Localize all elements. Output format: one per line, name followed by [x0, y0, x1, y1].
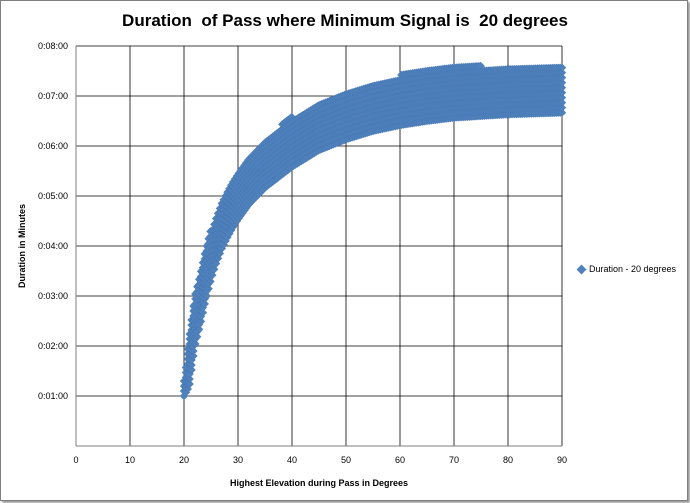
x-tick-label: 60: [395, 455, 405, 465]
x-tick-label: 20: [179, 455, 189, 465]
x-tick-label: 10: [125, 455, 135, 465]
data-point: [206, 277, 215, 286]
y-tick-label: 0:06:00: [38, 141, 68, 151]
x-tick-label: 90: [557, 455, 567, 465]
legend-label: Duration - 20 degrees: [589, 264, 677, 274]
data-point: [557, 93, 567, 102]
x-tick-label: 0: [73, 455, 78, 465]
x-tick-label: 30: [233, 455, 243, 465]
data-point: [557, 83, 567, 92]
data-point: [557, 63, 567, 72]
data-point: [185, 379, 194, 389]
data-point: [557, 78, 567, 87]
data-point: [185, 374, 194, 384]
data-point: [193, 332, 202, 341]
data-point: [189, 351, 198, 361]
data-point: [557, 88, 567, 97]
legend-diamond-icon: [576, 264, 587, 274]
data-point: [198, 308, 208, 317]
data-point: [557, 73, 567, 82]
data-point: [187, 360, 196, 370]
x-tick-label: 80: [503, 455, 513, 465]
legend: Duration - 20 degrees: [576, 264, 677, 274]
data-point: [187, 365, 196, 375]
data-point: [204, 284, 213, 293]
y-tick-label: 0:07:00: [38, 91, 68, 101]
data-point: [189, 346, 198, 356]
chart-title: Duration of Pass where Minimum Signal is…: [122, 11, 568, 30]
y-tick-label: 0:04:00: [38, 241, 68, 251]
data-series-points: [179, 61, 567, 401]
x-tick-label: 70: [449, 455, 459, 465]
x-tick-label: 50: [341, 455, 351, 465]
y-tick-label: 0:05:00: [38, 191, 68, 201]
data-point: [557, 98, 567, 107]
data-point: [557, 68, 567, 77]
y-tick-label: 0:01:00: [38, 391, 68, 401]
x-tick-label: 40: [287, 455, 297, 465]
y-tick-label: 0:08:00: [38, 41, 68, 51]
y-tick-label: 0:02:00: [38, 341, 68, 351]
data-point: [557, 108, 567, 117]
y-tick-label: 0:03:00: [38, 291, 68, 301]
x-axis-title: Highest Elevation during Pass in Degrees: [230, 478, 408, 488]
data-point: [196, 317, 206, 326]
y-axis-title: Duration in Minutes: [17, 204, 27, 288]
data-point: [202, 291, 211, 301]
data-point: [557, 103, 567, 112]
data-point: [191, 339, 200, 349]
data-point: [200, 299, 210, 309]
data-point: [213, 254, 223, 263]
data-point: [194, 325, 204, 334]
